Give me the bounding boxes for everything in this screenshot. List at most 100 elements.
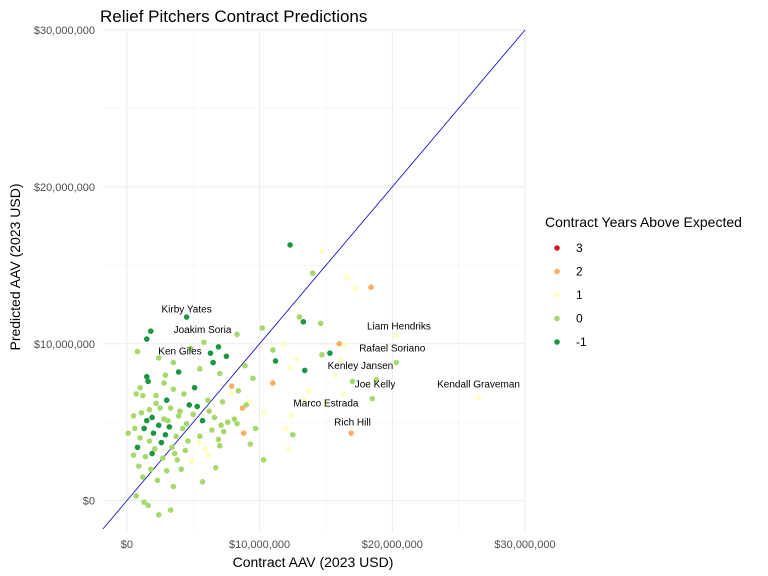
data-point	[125, 430, 132, 436]
legend-swatch	[554, 315, 560, 322]
data-point	[138, 409, 145, 416]
data-point	[216, 442, 223, 449]
data-point	[195, 439, 202, 446]
data-point	[210, 359, 216, 366]
data-point	[341, 342, 348, 349]
data-point	[173, 433, 179, 440]
data-point	[349, 378, 356, 385]
data-point	[212, 464, 219, 471]
data-point	[332, 372, 339, 378]
data-point	[369, 395, 376, 402]
data-point	[234, 420, 240, 427]
data-point	[243, 402, 250, 408]
data-point	[259, 325, 266, 331]
data-point	[211, 414, 218, 421]
data-point	[319, 248, 325, 254]
data-point	[137, 384, 143, 391]
data-point	[215, 344, 222, 350]
data-point	[234, 331, 240, 338]
data-point	[185, 438, 191, 444]
data-point	[141, 499, 147, 505]
data-point	[140, 474, 146, 480]
point-annotation: Liam Hendriks	[367, 322, 431, 333]
data-point	[165, 417, 171, 424]
data-point	[305, 388, 312, 394]
data-point	[149, 450, 155, 457]
data-point	[153, 392, 159, 399]
point-annotation: Rafael Soriano	[359, 344, 426, 355]
data-point	[393, 333, 400, 339]
data-point	[301, 397, 308, 404]
data-point	[250, 375, 256, 382]
data-point	[231, 416, 238, 422]
data-point	[151, 446, 158, 452]
data-point	[162, 431, 169, 438]
data-point	[205, 452, 211, 458]
data-point	[170, 386, 177, 393]
data-point	[178, 466, 185, 473]
data-point	[194, 403, 201, 410]
data-point	[147, 328, 154, 335]
point-annotation: Kenley Jansen	[328, 361, 394, 372]
data-point	[272, 358, 279, 364]
y-tick-label: $20,000,000	[34, 182, 95, 194]
data-point	[289, 431, 296, 438]
x-axis-title: Contract AAV (2023 USD)	[233, 554, 394, 570]
data-point	[300, 318, 307, 325]
data-point	[146, 406, 153, 413]
data-point	[240, 430, 247, 436]
data-point	[207, 350, 214, 356]
point-annotation: Joakim Soria	[174, 325, 232, 336]
legend-swatch	[554, 339, 560, 345]
data-point	[216, 370, 223, 377]
point-annotation: Rich Hill	[334, 417, 371, 428]
data-point	[183, 314, 190, 320]
data-point	[163, 468, 170, 474]
data-point	[247, 441, 254, 447]
data-point	[215, 436, 222, 443]
data-point	[145, 378, 151, 385]
data-point	[206, 408, 212, 415]
data-point	[163, 397, 170, 404]
point-annotation: Marco Estrada	[293, 399, 358, 410]
data-point	[260, 457, 267, 463]
data-point	[344, 275, 350, 281]
reference-line	[102, 29, 526, 530]
data-point	[134, 444, 141, 451]
data-point	[137, 435, 143, 441]
data-point	[209, 427, 215, 433]
data-point	[147, 466, 154, 473]
data-point	[161, 380, 167, 386]
data-point	[166, 424, 173, 430]
data-point	[317, 320, 324, 327]
data-point	[287, 364, 293, 371]
data-point	[141, 425, 147, 432]
data-point	[283, 425, 289, 432]
data-point	[149, 414, 155, 421]
data-point	[143, 373, 150, 380]
y-tick-label: $30,000,000	[34, 25, 95, 37]
legend-label: -1	[576, 335, 587, 349]
data-points	[125, 242, 482, 518]
point-annotation: Kirby Yates	[161, 304, 211, 315]
data-point	[224, 419, 231, 425]
data-point	[323, 400, 329, 407]
data-point	[130, 413, 137, 419]
legend-label: 2	[576, 265, 583, 279]
data-point	[227, 391, 234, 397]
data-point	[179, 425, 186, 432]
data-point	[133, 391, 139, 397]
legend-label: 1	[576, 288, 583, 302]
data-point	[159, 455, 166, 462]
data-point	[189, 458, 195, 465]
data-point	[352, 286, 358, 292]
data-point	[475, 394, 482, 400]
x-tick-label: $20,000,000	[362, 539, 423, 551]
data-point	[146, 438, 153, 444]
data-point	[285, 446, 292, 452]
data-point	[319, 351, 325, 358]
data-point	[337, 356, 344, 363]
data-point	[219, 398, 226, 405]
data-point	[162, 372, 169, 378]
